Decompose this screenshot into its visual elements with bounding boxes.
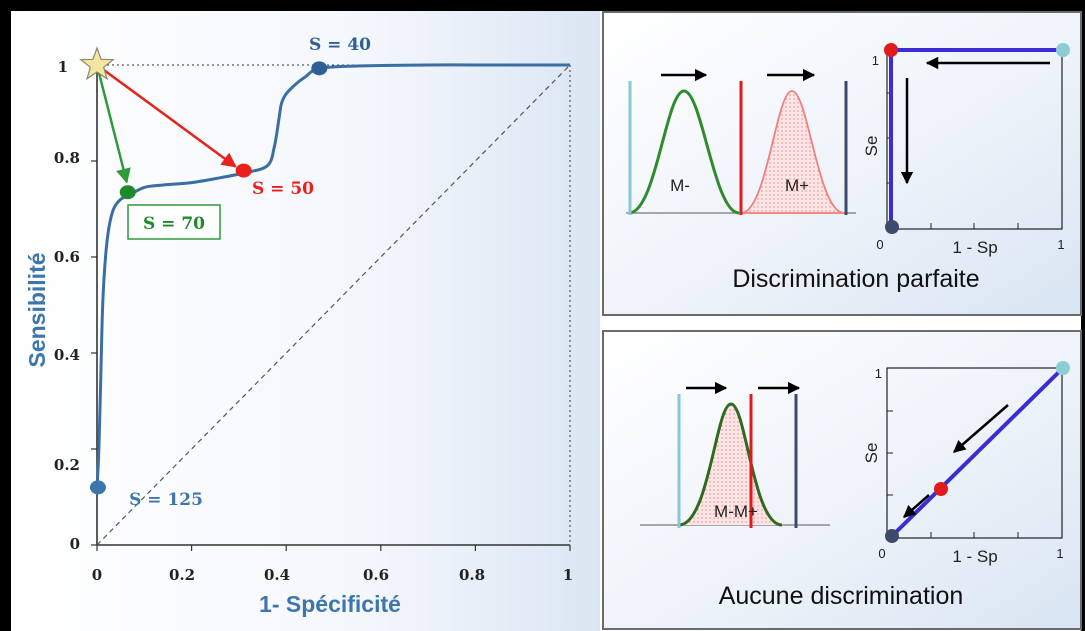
y-tick-label: 0.2 bbox=[54, 456, 80, 474]
overlap-distribution-label: M-M+ bbox=[714, 502, 758, 521]
perfect-discrimination-diagram: M- M+ 1 0 1 1 - Sp Se Discrimination par… bbox=[626, 43, 1070, 293]
chance-diagonal-line bbox=[96, 64, 571, 546]
y-tick-label: 0.4 bbox=[54, 346, 80, 364]
roc-point-red bbox=[884, 43, 898, 57]
s70-label-box bbox=[127, 204, 221, 240]
y-tick-label: 1 bbox=[58, 58, 68, 76]
mini-y-axis-label: Se bbox=[862, 136, 881, 157]
x-tick-label: 0 bbox=[92, 566, 102, 584]
positive-distribution-label: M+ bbox=[785, 176, 809, 195]
roc-point-cyan bbox=[1056, 361, 1070, 375]
roc-curve bbox=[95, 63, 570, 488]
ideal-point-star-icon bbox=[79, 46, 115, 81]
distance-arrow-s70 bbox=[95, 64, 131, 184]
positive-distribution-curve bbox=[679, 404, 782, 525]
mini-x-axis-label: 1 - Sp bbox=[952, 547, 997, 566]
y-tick-label: 0.8 bbox=[54, 149, 80, 167]
threshold-point-s40 bbox=[311, 61, 328, 76]
positive-distribution-curve bbox=[740, 90, 845, 214]
no-discrimination-panel: M-M+ 1 0 1 1 - Sp Se Aucune discriminati… bbox=[602, 330, 1082, 630]
x-tick-label: 0.8 bbox=[459, 566, 485, 584]
mini-x-tick-label: 1 bbox=[1057, 237, 1064, 252]
roc-point-cyan bbox=[1056, 43, 1070, 57]
mini-roc-box bbox=[886, 48, 1063, 230]
mini-roc-curve bbox=[890, 366, 1065, 538]
s40-label: S = 40 bbox=[309, 35, 371, 55]
mini-y-axis-label: Se bbox=[862, 443, 881, 464]
s50-label: S = 50 bbox=[252, 179, 314, 199]
x-tick-label: 0.2 bbox=[169, 566, 195, 584]
roc-point-dark bbox=[885, 529, 899, 543]
mini-x-axis-label: 1 - Sp bbox=[952, 238, 997, 257]
mini-roc-curve bbox=[889, 48, 1062, 227]
mini-y-tick-label: 1 bbox=[872, 53, 879, 68]
s70-label: S = 70 bbox=[143, 214, 205, 234]
mini-x-tick-label: 0 bbox=[878, 546, 885, 561]
distance-arrow-s50 bbox=[96, 63, 237, 168]
roc-point-dark bbox=[885, 220, 899, 234]
roc-chart: 0 0.2 0.4 0.6 0.8 1 0 0.2 0.4 0.6 0.8 1 … bbox=[24, 35, 573, 617]
mini-y-tick-label: 1 bbox=[875, 366, 882, 381]
threshold-point-s50 bbox=[235, 163, 252, 178]
y-tick-label: 0.6 bbox=[54, 248, 80, 266]
mini-x-tick-label: 0 bbox=[876, 237, 883, 252]
threshold-point-s125 bbox=[89, 480, 106, 495]
y-axis-label: Sensibilité bbox=[24, 252, 50, 367]
perfect-discrimination-panel: M- M+ 1 0 1 1 - Sp Se Discrimination par… bbox=[602, 11, 1082, 316]
s125-label: S = 125 bbox=[129, 490, 203, 510]
negative-distribution-curve bbox=[678, 402, 783, 527]
x-axis-label: 1- Spécificité bbox=[259, 591, 401, 617]
negative-distribution-curve bbox=[628, 89, 740, 215]
panel-caption: Discrimination parfaite bbox=[732, 265, 979, 293]
x-tick-label: 0.4 bbox=[264, 566, 290, 584]
direction-arrow-icon bbox=[903, 494, 930, 518]
y-tick-label: 0 bbox=[70, 535, 80, 553]
panel-caption: Aucune discrimination bbox=[719, 582, 964, 610]
roc-point-red bbox=[934, 482, 948, 496]
x-tick-label: 0.6 bbox=[363, 566, 389, 584]
mini-x-tick-label: 1 bbox=[1056, 546, 1063, 561]
x-tick-label: 1 bbox=[563, 566, 573, 584]
negative-distribution-label: M- bbox=[670, 176, 690, 195]
direction-arrow-icon bbox=[953, 404, 1009, 453]
threshold-point-s70 bbox=[119, 185, 136, 200]
no-discrimination-diagram: M-M+ 1 0 1 1 - Sp Se Aucune discriminati… bbox=[640, 361, 1070, 610]
